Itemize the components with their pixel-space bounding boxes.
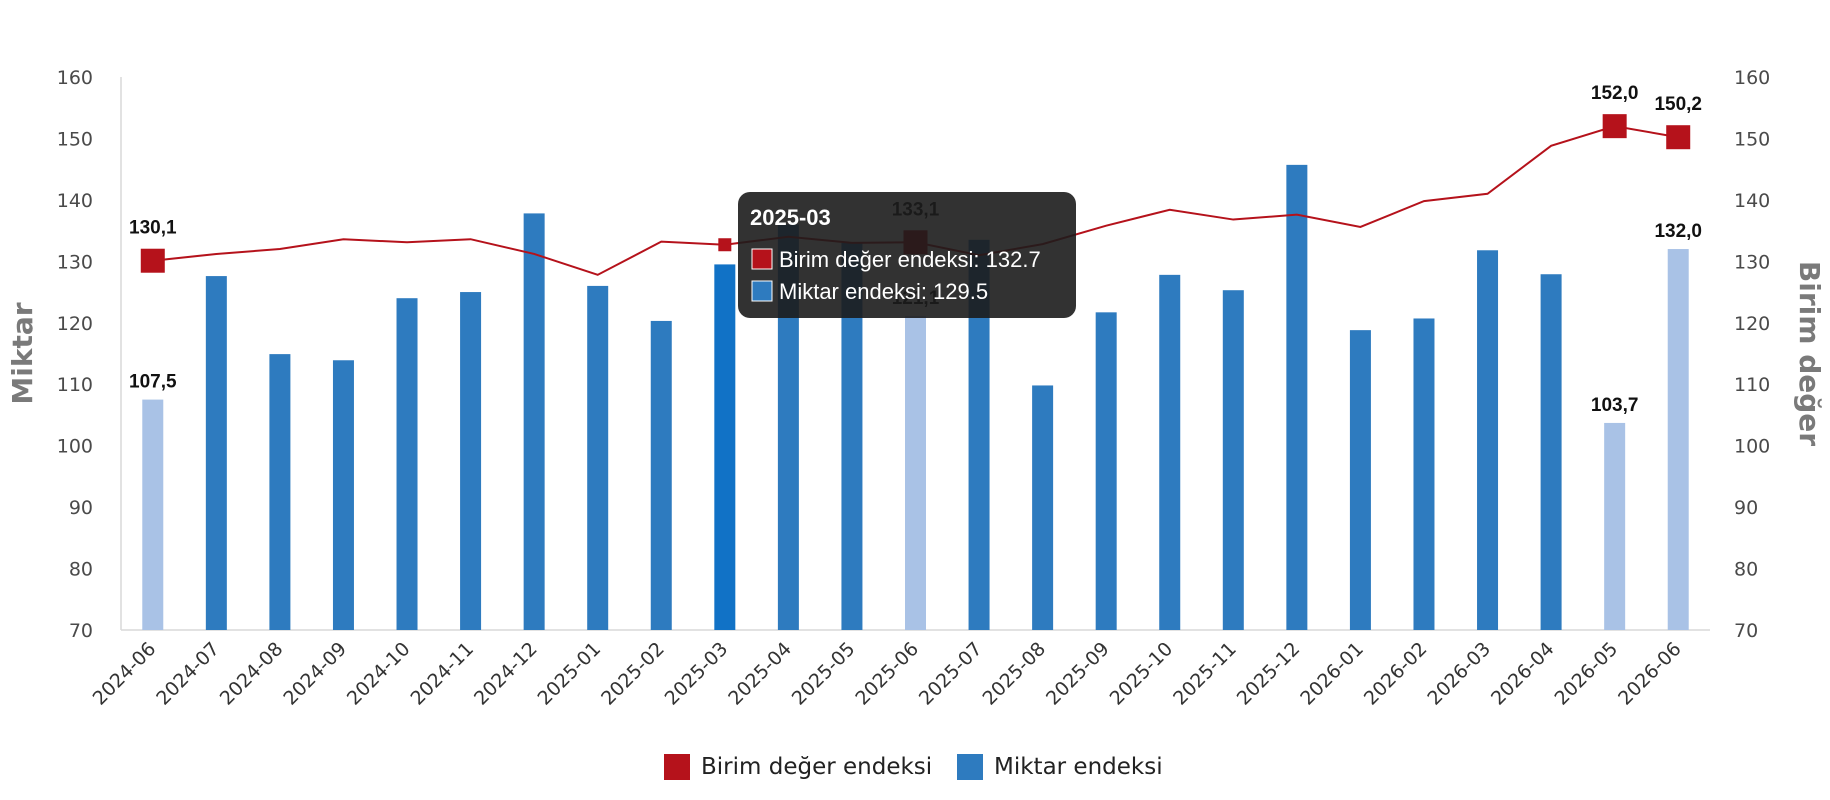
y-left-tick-label: 130 [57, 251, 93, 273]
bar-data-label: 132,0 [1654, 221, 1702, 242]
y-left-tick-label: 110 [57, 374, 93, 396]
bar-2025-01 [587, 285, 609, 630]
y-right-tick-label: 130 [1734, 251, 1770, 273]
line-data-label: 150,2 [1654, 94, 1702, 115]
x-tick-label: 2026-03 [1423, 638, 1495, 710]
bar-2025-07 [968, 239, 990, 631]
bar-data-label: 107,5 [129, 372, 177, 393]
bar-2024-11 [460, 292, 482, 630]
bar-2024-12 [523, 213, 545, 630]
x-tick-label: 2025-09 [1042, 638, 1114, 710]
x-tick-label: 2025-02 [597, 638, 669, 710]
x-tick-label: 2026-02 [1360, 638, 1432, 710]
bar-2025-09 [1095, 312, 1117, 630]
tooltip-title: 2025-03 [750, 205, 831, 230]
x-tick-label: 2024-12 [470, 638, 542, 710]
x-tick-label: 2024-08 [216, 638, 288, 710]
x-tick-label: 2024-07 [152, 638, 224, 710]
x-tick-label: 2025-04 [724, 638, 796, 710]
y-right-tick-label: 120 [1734, 313, 1770, 335]
y-left-tick-label: 150 [57, 128, 93, 150]
y-left-tick-label: 70 [69, 620, 93, 642]
y-left-tick-label: 80 [69, 559, 93, 581]
y-left-tick-label: 160 [57, 67, 93, 89]
x-tick-label: 2026-04 [1487, 638, 1559, 710]
bar-2025-03 [714, 264, 736, 630]
tooltip-row-birim-deger: Birim değer endeksi: 132.7 [779, 247, 1041, 272]
bar-2025-04 [777, 224, 799, 630]
x-tick-label: 2025-12 [1233, 638, 1305, 710]
bar-2024-06 [142, 399, 164, 630]
tooltip-swatch-birim-deger [751, 248, 773, 270]
chart-legend: Birim değer endeksi Miktar endeksi [664, 754, 1163, 780]
bar-2025-05 [841, 242, 863, 630]
tooltip-row-miktar: Miktar endeksi: 129.5 [779, 279, 988, 304]
x-tick-label: 2025-11 [1169, 638, 1241, 710]
x-tick-label: 2026-05 [1551, 638, 1623, 710]
bar-2024-09 [332, 360, 354, 630]
bar-2026-01 [1349, 330, 1371, 630]
x-tick-label: 2025-05 [788, 638, 860, 710]
bar-2024-07 [205, 276, 227, 630]
y-right-tick-label: 150 [1734, 128, 1770, 150]
line-data-label: 130,1 [129, 218, 177, 239]
line-point-2024-06 [140, 248, 165, 273]
legend-swatch-miktar[interactable] [957, 754, 983, 780]
x-tick-label: 2026-01 [1296, 638, 1368, 710]
line-point-2025-03 [718, 238, 732, 252]
bar-series-miktar [142, 164, 1689, 631]
y-left-tick-label: 120 [57, 313, 93, 335]
y-right-tick-label: 100 [1734, 436, 1770, 458]
y-right-tick-label: 80 [1734, 559, 1758, 581]
y-axis-left-ticks: 70 80 90 100 110 120 130 140 150 160 [57, 67, 93, 642]
x-tick-label: 2025-10 [1106, 638, 1178, 710]
x-tick-label: 2024-11 [406, 638, 478, 710]
tooltip-background [738, 192, 1076, 318]
y-right-tick-label: 70 [1734, 620, 1758, 642]
legend-swatch-birim-deger[interactable] [664, 754, 690, 780]
x-tick-label: 2024-10 [343, 638, 415, 710]
y-axis-right-ticks: 70 80 90 100 110 120 130 140 150 160 [1734, 67, 1770, 642]
bar-2025-06 [905, 316, 926, 630]
y-axis-left-title: Miktar [6, 302, 39, 404]
x-tick-label: 2025-03 [661, 638, 733, 710]
line-point-2026-06 [1666, 125, 1691, 150]
y-left-tick-label: 140 [57, 190, 93, 212]
x-tick-label: 2025-01 [534, 638, 606, 710]
tooltip-swatch-miktar [751, 280, 773, 302]
x-tick-label: 2025-06 [851, 638, 923, 710]
y-right-tick-label: 140 [1734, 190, 1770, 212]
x-axis-ticks: 2024-062024-072024-082024-092024-102024-… [89, 638, 1686, 710]
bar-2026-06 [1667, 249, 1689, 631]
y-right-tick-label: 160 [1734, 67, 1770, 89]
y-right-tick-label: 90 [1734, 497, 1758, 519]
bar-data-label: 103,7 [1591, 395, 1639, 416]
chart-tooltip: 2025-03 Birim değer endeksi: 132.7 Mikta… [738, 192, 1076, 318]
bar-2025-08 [1032, 385, 1054, 630]
x-tick-label: 2024-09 [279, 638, 351, 710]
legend-label-birim-deger[interactable]: Birim değer endeksi [701, 754, 932, 780]
y-right-tick-label: 110 [1734, 374, 1770, 396]
x-tick-label: 2025-08 [978, 638, 1050, 710]
x-tick-label: 2026-06 [1614, 638, 1686, 710]
y-left-tick-label: 90 [69, 497, 93, 519]
bar-2025-02 [650, 320, 672, 630]
bar-2025-12 [1286, 164, 1308, 631]
bar-2026-03 [1477, 250, 1499, 631]
legend-label-miktar[interactable]: Miktar endeksi [994, 754, 1163, 780]
y-left-tick-label: 100 [57, 436, 93, 458]
x-tick-label: 2025-07 [915, 638, 987, 710]
bar-2025-11 [1222, 290, 1244, 630]
bar-2024-08 [269, 354, 291, 630]
line-data-label: 152,0 [1591, 83, 1639, 104]
bar-2026-05 [1604, 422, 1626, 630]
bar-2026-04 [1540, 274, 1562, 630]
bar-2024-10 [396, 298, 418, 630]
x-tick-label: 2024-06 [89, 638, 161, 710]
line-point-2026-05 [1602, 114, 1627, 139]
bar-2025-10 [1159, 274, 1181, 630]
bar-2026-02 [1413, 318, 1435, 630]
y-axis-right-title: Birim değer [1793, 261, 1826, 446]
